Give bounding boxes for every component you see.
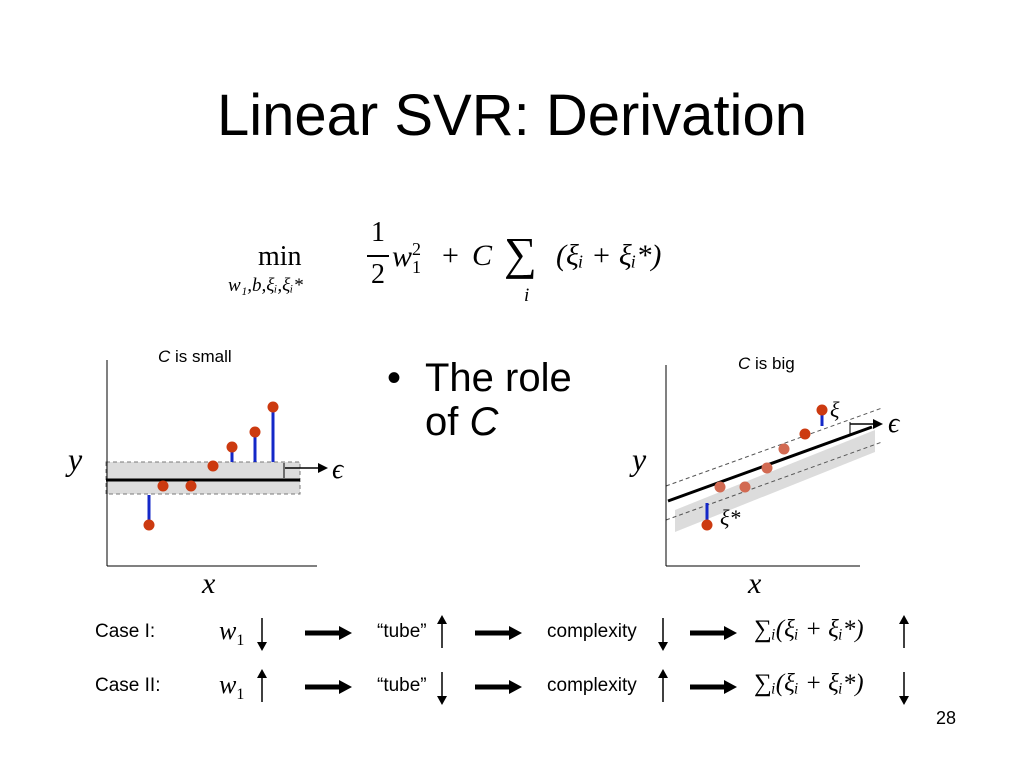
implies-arrow-icon [475,680,522,694]
right-plot-caption: C is big [738,354,795,373]
implies-arrow-icon [690,680,737,694]
case-label: Case I: [95,621,156,642]
slack-sum: ∑ᵢ(ξᵢ + ξᵢ*) [754,670,864,697]
epsilon-arrowhead [318,463,328,473]
complexity-down-arrow-icon [658,618,668,651]
implies-arrow-icon [690,626,737,640]
data-point [739,481,751,493]
fraction-bar [367,255,389,257]
page-number: 28 [936,708,957,728]
complexity-up-arrow-icon [658,669,668,702]
data-point [778,443,790,455]
case-w: w1 [219,616,245,650]
tube-upper-bound [665,407,883,487]
sum-symbol: ∑ [504,228,537,279]
y-axis-label: y [629,441,647,477]
sum-down-arrow-icon [899,672,909,705]
epsilon-label: ϵ [332,454,345,485]
case-row-1: Case I: w1 “tube” complexity ∑ᵢ(ξᵢ + ξᵢ*… [0,612,1024,652]
data-point [714,481,726,493]
term-w: w21 [392,239,422,277]
fraction-denominator: 2 [371,259,385,290]
min-subscript: w₁,b,ξᵢ,ξᵢ* [228,275,303,296]
data-points [701,404,828,531]
x-axis-label: x [747,567,762,600]
w-down-arrow-icon [257,618,267,651]
implies-arrow-icon [305,680,352,694]
slide-title: Linear SVR: Derivation [217,83,807,148]
xi-star-label: ξ* [720,505,740,530]
case-row-2: Case II: w1 “tube” complexity ∑ᵢ(ξᵢ + ξᵢ… [0,666,1024,706]
bullet-text: The role of C [425,356,645,444]
sum-body: (ξᵢ + ξᵢ*) [556,239,662,272]
fraction-numerator: 1 [371,217,385,248]
left-plot-caption: C is small [158,347,232,366]
left-plot: ϵ y x [65,360,345,600]
plus-sign: + [442,239,459,272]
tube-up-arrow-icon [437,615,447,648]
bullet-line-1: The role [425,356,572,400]
data-point [761,462,773,474]
tube-label: “tube” [377,675,427,696]
tube-lower-bound [665,441,883,521]
case-label: Case II: [95,675,161,696]
w-up-arrow-icon [257,669,267,702]
bullet-dot: • [387,356,402,400]
sum-up-arrow-icon [899,615,909,648]
tube-label: “tube” [377,621,427,642]
data-point [816,404,828,416]
implies-arrow-icon [475,626,522,640]
epsilon-arrowhead [873,419,883,429]
data-points [143,401,279,531]
sum-index: i [524,285,530,306]
tube-down-arrow-icon [437,672,447,705]
complexity-label: complexity [547,621,637,642]
constant-c: C [472,239,493,272]
y-axis-label: y [65,441,83,477]
case-w: w1 [219,670,245,704]
data-point [157,480,169,492]
epsilon-tube [105,461,301,495]
slack-sum: ∑ᵢ(ξᵢ + ξᵢ*) [754,616,864,643]
right-plot: ϵ y x ξ ξ* [629,365,901,600]
objective-formula: min w₁,b,ξᵢ,ξᵢ* 1 2 w21 + C ∑ i (ξᵢ + ξᵢ… [228,215,698,315]
data-point [226,441,238,453]
bullet-line-2: of C [425,400,499,444]
data-point [249,426,261,438]
epsilon-label: ϵ [888,408,901,439]
data-point [143,519,155,531]
complexity-label: complexity [547,675,637,696]
data-point [267,401,279,413]
implies-arrow-icon [305,626,352,640]
data-point [701,519,713,531]
xi-label: ξ [830,397,840,422]
x-axis-label: x [201,567,216,600]
data-point [799,428,811,440]
data-point [207,460,219,472]
min-operator: min [258,241,302,272]
data-point [185,480,197,492]
